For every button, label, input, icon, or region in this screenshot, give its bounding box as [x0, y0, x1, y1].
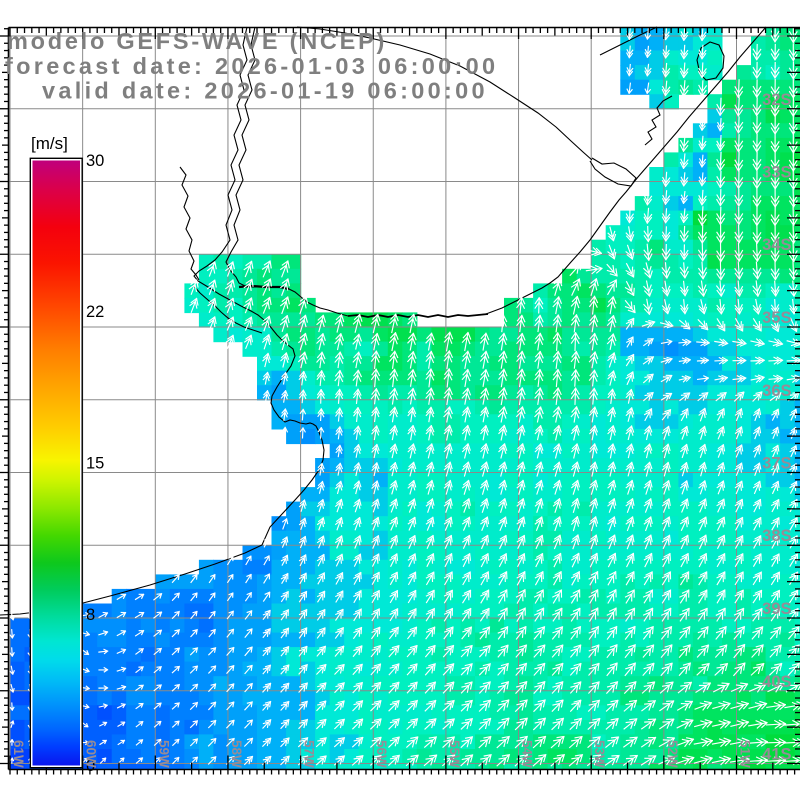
svg-text:41S: 41S — [762, 746, 791, 764]
svg-text:15: 15 — [86, 455, 104, 473]
svg-text:55W: 55W — [447, 740, 462, 768]
svg-text:30: 30 — [86, 152, 104, 170]
svg-text:56W: 56W — [374, 740, 389, 768]
svg-text:0: 0 — [86, 757, 95, 775]
svg-text:38S: 38S — [762, 527, 791, 545]
svg-text:35S: 35S — [762, 309, 791, 327]
svg-text:58W: 58W — [229, 740, 244, 768]
svg-text:33S: 33S — [762, 164, 791, 182]
svg-text:60W: 60W — [84, 740, 99, 768]
svg-text:52W: 52W — [665, 740, 680, 768]
svg-text:modelo GEFS-WAVE (NCEP): modelo GEFS-WAVE (NCEP) — [7, 28, 387, 54]
svg-text:32S: 32S — [762, 91, 791, 109]
svg-text:[m/s]: [m/s] — [31, 134, 68, 153]
svg-text:51W: 51W — [738, 740, 753, 768]
svg-text:34S: 34S — [762, 236, 791, 254]
svg-text:forecast date: 2026-01-03 06:0: forecast date: 2026-01-03 06:00:00 — [5, 53, 498, 79]
svg-text:37S: 37S — [762, 455, 791, 473]
svg-text:53W: 53W — [592, 740, 607, 768]
svg-text:valid date: 2026-01-19 06:00:0: valid date: 2026-01-19 06:00:00 — [42, 78, 488, 104]
svg-text:36S: 36S — [762, 382, 791, 400]
svg-text:54W: 54W — [520, 740, 535, 768]
svg-text:39S: 39S — [762, 600, 791, 618]
svg-text:59W: 59W — [156, 740, 171, 768]
svg-text:61W: 61W — [11, 740, 26, 768]
svg-text:40S: 40S — [762, 673, 791, 691]
svg-text:22: 22 — [86, 303, 104, 321]
svg-text:8: 8 — [86, 606, 95, 624]
svg-text:57W: 57W — [302, 740, 317, 768]
